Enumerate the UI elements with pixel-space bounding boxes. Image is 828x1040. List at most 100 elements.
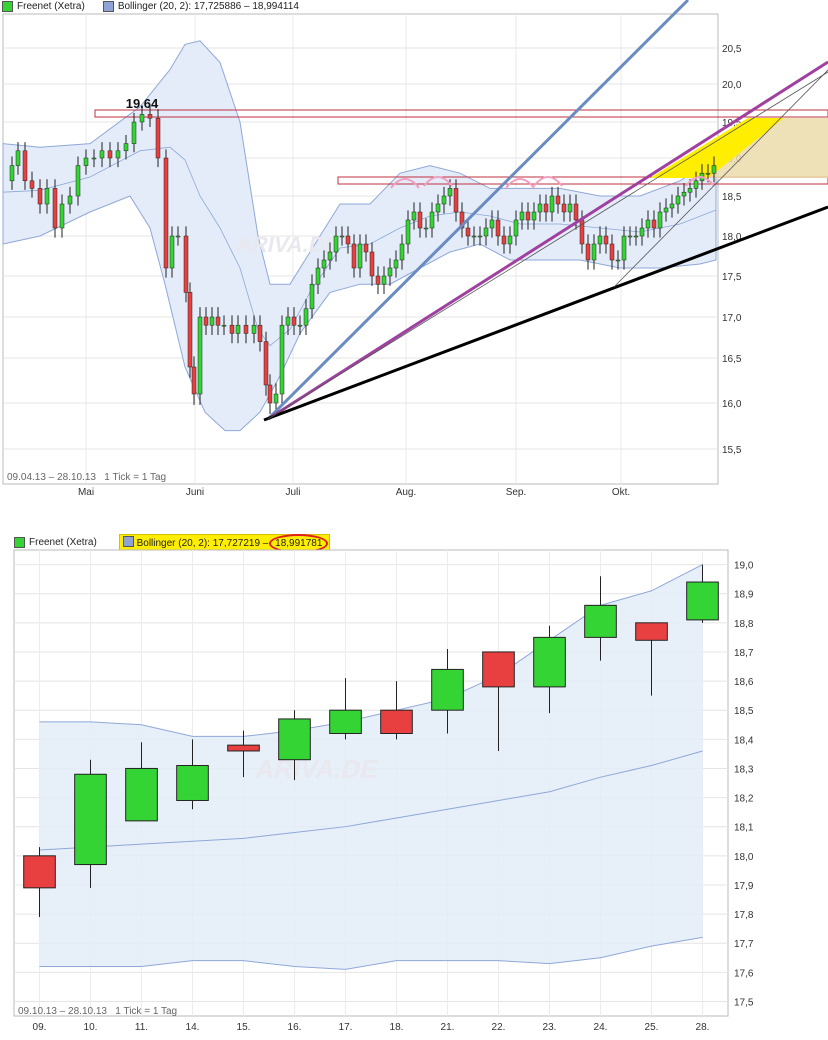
pattern-arc bbox=[390, 178, 420, 189]
candle-body bbox=[465, 227, 471, 237]
overview-chart[interactable]: 15,516,016,517,017,518,018,519,019,520,0… bbox=[0, 0, 828, 500]
candle-body bbox=[393, 259, 399, 269]
candle-body bbox=[263, 341, 269, 386]
candle-body bbox=[278, 718, 311, 761]
x-tick-label: 23. bbox=[543, 1022, 557, 1033]
candle-body bbox=[23, 855, 56, 889]
candle-body bbox=[22, 150, 28, 182]
y-tick-label: 17,8 bbox=[734, 910, 754, 921]
candle-body bbox=[9, 165, 15, 182]
y-tick-label: 18,7 bbox=[734, 648, 754, 659]
candle-body bbox=[221, 324, 227, 327]
candle-body bbox=[507, 235, 513, 245]
candle-body bbox=[573, 203, 579, 221]
candle-body bbox=[267, 384, 273, 404]
candle-body bbox=[603, 235, 609, 245]
candle-body bbox=[429, 211, 435, 229]
x-month-label: Juni bbox=[186, 487, 204, 498]
candle-body bbox=[639, 227, 645, 237]
x-tick-label: 10. bbox=[84, 1022, 98, 1033]
candle-body bbox=[297, 324, 303, 327]
y-tick-label: 17,5 bbox=[722, 272, 742, 283]
detail-chart[interactable]: 17,5 17,6 17,7 17,8 17,9 18,0 18,1 18,2 18,3 18,4… bbox=[0, 520, 828, 1040]
candle-body bbox=[125, 767, 158, 822]
candle-body bbox=[251, 324, 257, 334]
x-tick-label: 28. bbox=[696, 1022, 710, 1033]
candle-body bbox=[447, 188, 453, 197]
candle-body bbox=[147, 114, 153, 119]
candle-body bbox=[651, 219, 657, 229]
candle-body bbox=[537, 203, 543, 213]
x-tick-label: 21. bbox=[441, 1022, 455, 1033]
candle-body bbox=[482, 651, 515, 688]
candle-body bbox=[315, 267, 321, 285]
candle-body bbox=[411, 211, 417, 221]
candle-body bbox=[15, 150, 21, 166]
y-tick-label: 18,9 bbox=[734, 590, 754, 601]
candle-body bbox=[513, 219, 519, 237]
candle-body bbox=[585, 243, 591, 261]
candle-body bbox=[663, 207, 669, 213]
candle-body bbox=[123, 143, 129, 152]
candle-body bbox=[483, 227, 489, 237]
candle-body bbox=[693, 180, 699, 189]
candle-body bbox=[477, 235, 483, 238]
y-tick-label: 18,5 bbox=[722, 192, 742, 203]
candle-body bbox=[681, 191, 687, 197]
x-tick-label: 25. bbox=[645, 1022, 659, 1033]
x-tick-label: 14. bbox=[186, 1022, 200, 1033]
watermark: ARIVA.DE bbox=[253, 754, 382, 784]
candle-body bbox=[711, 165, 717, 174]
candle-body bbox=[441, 195, 447, 205]
candle-body bbox=[584, 604, 617, 638]
candle-body bbox=[357, 243, 363, 269]
y-tick-label: 20,0 bbox=[722, 80, 742, 91]
candle-body bbox=[471, 235, 477, 238]
pattern-arc bbox=[533, 176, 563, 187]
y-tick-label: 18,4 bbox=[734, 735, 754, 746]
candle-body bbox=[175, 235, 181, 238]
resistance-box-lower bbox=[337, 176, 828, 185]
x-tick-label: 09. bbox=[33, 1022, 47, 1033]
series-color-swatch bbox=[2, 1, 13, 12]
candle-body bbox=[453, 188, 459, 213]
candle-body bbox=[75, 165, 81, 197]
candle-body bbox=[405, 219, 411, 245]
bollinger-color-swatch bbox=[122, 536, 134, 547]
x-month-label: Juli bbox=[285, 487, 300, 498]
y-tick-label: 17,7 bbox=[734, 939, 754, 950]
candle-body bbox=[399, 243, 405, 261]
y-tick-label: 18,2 bbox=[734, 794, 754, 805]
candle-body bbox=[495, 219, 501, 237]
candle-body bbox=[303, 308, 309, 326]
candle-body bbox=[686, 581, 719, 621]
candle-body bbox=[215, 316, 221, 326]
pattern-arc bbox=[423, 176, 453, 187]
candle-body bbox=[235, 324, 241, 334]
candle-body bbox=[273, 393, 279, 404]
x-tick-label: 15. bbox=[237, 1022, 251, 1033]
target-zone-yellow bbox=[650, 118, 784, 178]
candle-body bbox=[99, 150, 105, 159]
candle-body bbox=[669, 203, 675, 209]
y-tick-label: 18,3 bbox=[734, 764, 754, 775]
detail-footer: 09.10.13 – 28.10.13 1 Tick = 1 Tag bbox=[18, 1006, 178, 1017]
candle-body bbox=[351, 243, 357, 269]
candle-body bbox=[387, 267, 393, 277]
pattern-arc bbox=[505, 178, 535, 189]
candle-body bbox=[567, 203, 573, 213]
candle-body bbox=[381, 275, 387, 285]
candle-body bbox=[257, 324, 263, 342]
candle-body bbox=[52, 188, 58, 229]
candle-body bbox=[309, 283, 315, 310]
y-tick-label: 16,0 bbox=[722, 399, 742, 410]
candle-body bbox=[519, 211, 525, 221]
detail-indicator-prefix: Bollinger (20, 2): 17,727219 bbox=[136, 538, 261, 549]
detail-series-label: Freenet (Xetra) bbox=[29, 537, 97, 548]
candle-body bbox=[423, 227, 429, 230]
candle-body bbox=[176, 765, 209, 801]
detail-chart-panel: Freenet (Xetra) Bollinger (20, 2): 17,72… bbox=[0, 520, 828, 1040]
candle-body bbox=[139, 114, 145, 123]
y-tick-label: 18,6 bbox=[734, 677, 754, 688]
candle-body bbox=[329, 709, 362, 734]
